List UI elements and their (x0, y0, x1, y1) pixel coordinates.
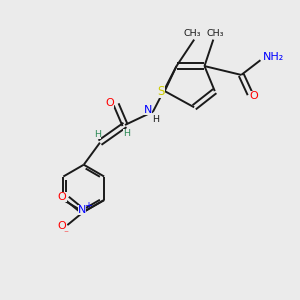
Text: CH₃: CH₃ (206, 28, 224, 38)
Text: O: O (58, 192, 66, 202)
Text: ⁻: ⁻ (63, 229, 68, 238)
Text: H: H (94, 130, 101, 139)
Text: S: S (157, 85, 165, 98)
Text: N: N (78, 206, 86, 215)
Text: O: O (249, 92, 258, 101)
Text: N: N (143, 105, 152, 115)
Text: O: O (105, 98, 114, 108)
Text: H: H (123, 129, 130, 138)
Text: O: O (58, 221, 66, 231)
Text: CH₃: CH₃ (183, 28, 201, 38)
Text: H: H (152, 115, 159, 124)
Text: NH₂: NH₂ (263, 52, 285, 62)
Text: +: + (85, 201, 93, 210)
